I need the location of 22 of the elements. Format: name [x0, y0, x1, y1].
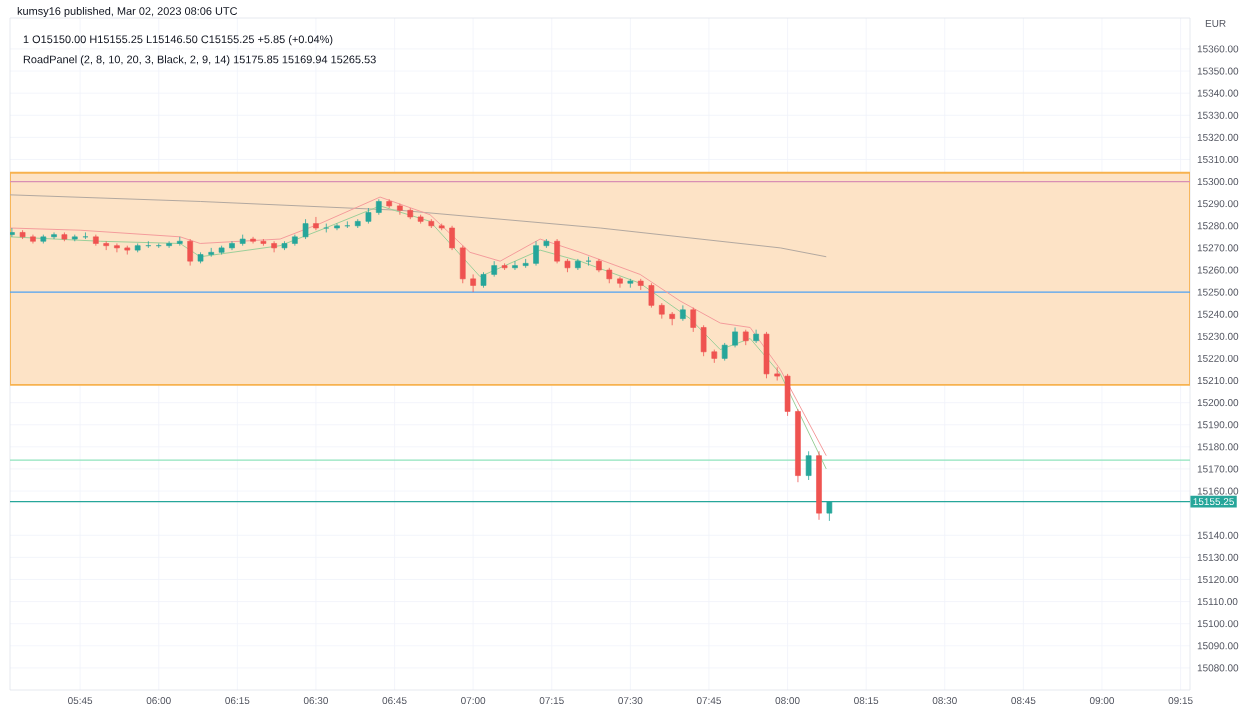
candlestick: [753, 329, 759, 344]
candlestick: [648, 282, 655, 308]
candlestick: [459, 245, 466, 284]
candlestick: [617, 276, 623, 289]
candlestick: [784, 373, 791, 417]
candlestick: [554, 238, 560, 264]
candlestick: [774, 366, 780, 381]
candlestick: [533, 240, 539, 266]
candlestick: [470, 274, 476, 293]
candlestick: [805, 450, 812, 481]
candlestick: [732, 327, 738, 348]
candlestick: [187, 238, 193, 266]
candlestick: [302, 218, 309, 240]
candlestick: [449, 225, 455, 251]
candlestick: [690, 307, 697, 333]
candlestick: [271, 240, 277, 253]
candlestick: [313, 216, 319, 231]
candlestick: [397, 203, 403, 216]
candlestick: [763, 331, 770, 379]
candlestick: [680, 304, 686, 322]
candlestick: [700, 324, 707, 357]
line-series: [10, 194, 827, 258]
